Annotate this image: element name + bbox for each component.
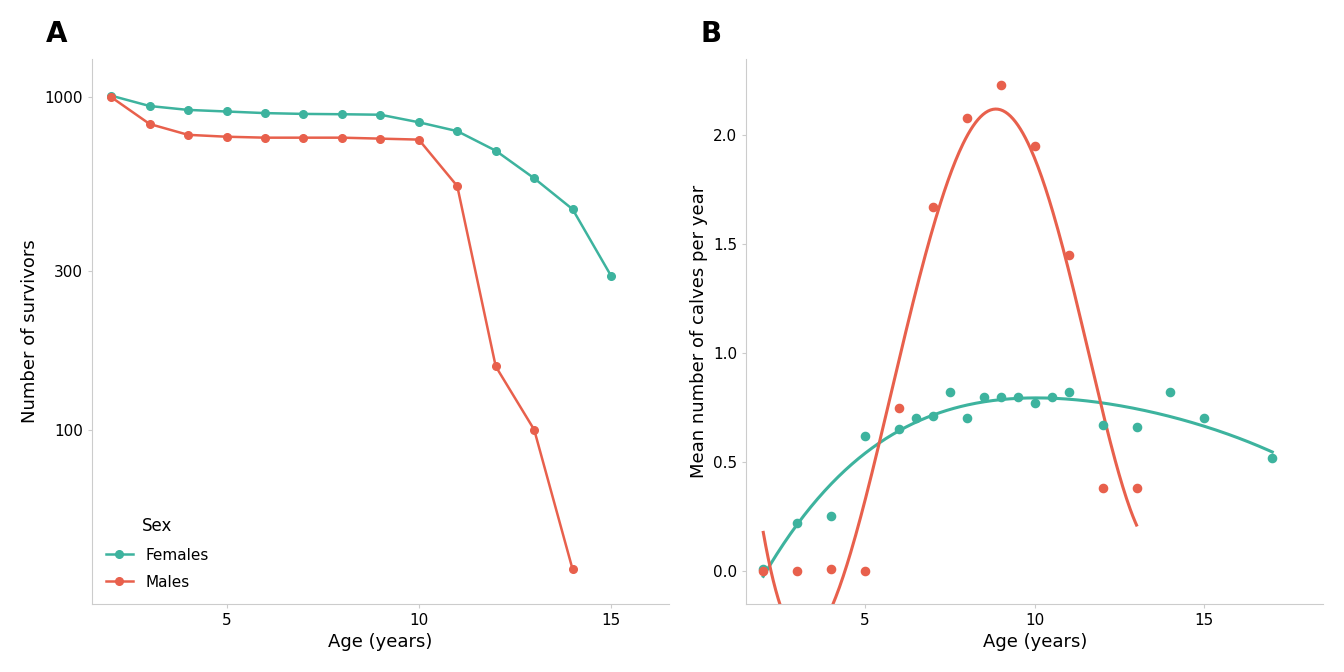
Point bbox=[956, 113, 977, 124]
Males bbox=[372, 134, 388, 142]
Point bbox=[820, 511, 841, 522]
Point bbox=[753, 566, 774, 577]
Line: Males: Males bbox=[108, 93, 577, 573]
Males bbox=[141, 120, 157, 128]
Females bbox=[603, 272, 620, 280]
Point bbox=[1126, 422, 1148, 433]
Y-axis label: Number of survivors: Number of survivors bbox=[22, 239, 39, 423]
Males bbox=[180, 131, 196, 139]
Males bbox=[296, 134, 312, 142]
Point bbox=[1058, 387, 1079, 398]
Point bbox=[786, 517, 808, 528]
Point bbox=[1262, 452, 1284, 463]
Males bbox=[564, 565, 581, 573]
Point bbox=[991, 391, 1012, 402]
Point bbox=[991, 80, 1012, 91]
Point bbox=[888, 424, 910, 435]
Point bbox=[906, 413, 927, 424]
Males bbox=[488, 362, 504, 370]
Text: A: A bbox=[46, 20, 67, 48]
Point bbox=[1091, 419, 1113, 430]
Females bbox=[180, 106, 196, 114]
Point bbox=[820, 563, 841, 574]
Point bbox=[922, 411, 943, 422]
Text: B: B bbox=[700, 20, 722, 48]
Point bbox=[855, 566, 876, 577]
Point bbox=[1024, 398, 1046, 409]
Males bbox=[103, 93, 120, 101]
Males bbox=[449, 182, 465, 190]
Legend: Females, Males: Females, Males bbox=[99, 511, 215, 596]
Point bbox=[939, 387, 961, 398]
Females bbox=[372, 111, 388, 119]
Point bbox=[1126, 482, 1148, 493]
Males bbox=[333, 134, 349, 142]
Females bbox=[219, 108, 235, 116]
Females bbox=[296, 110, 312, 118]
Point bbox=[973, 391, 995, 402]
Point bbox=[1024, 141, 1046, 152]
Point bbox=[855, 431, 876, 442]
Females bbox=[103, 91, 120, 99]
Y-axis label: Mean number of calves per year: Mean number of calves per year bbox=[689, 185, 707, 478]
Point bbox=[1193, 413, 1215, 424]
Point bbox=[1007, 391, 1028, 402]
Females bbox=[564, 205, 581, 213]
Males bbox=[526, 425, 542, 433]
Point bbox=[786, 566, 808, 577]
Point bbox=[922, 202, 943, 212]
Females bbox=[411, 118, 427, 126]
Females bbox=[141, 102, 157, 110]
Females bbox=[257, 109, 273, 117]
Males bbox=[257, 134, 273, 142]
Females bbox=[526, 174, 542, 182]
Point bbox=[1091, 482, 1113, 493]
Point bbox=[753, 563, 774, 574]
Males bbox=[219, 132, 235, 140]
Males bbox=[411, 136, 427, 144]
Females bbox=[333, 110, 349, 118]
Point bbox=[888, 403, 910, 413]
Females bbox=[449, 127, 465, 135]
Point bbox=[1058, 250, 1079, 261]
Females bbox=[488, 146, 504, 155]
Point bbox=[1160, 387, 1181, 398]
X-axis label: Age (years): Age (years) bbox=[328, 633, 433, 651]
Point bbox=[956, 413, 977, 424]
X-axis label: Age (years): Age (years) bbox=[982, 633, 1087, 651]
Point bbox=[1042, 391, 1063, 402]
Line: Females: Females bbox=[108, 92, 616, 280]
